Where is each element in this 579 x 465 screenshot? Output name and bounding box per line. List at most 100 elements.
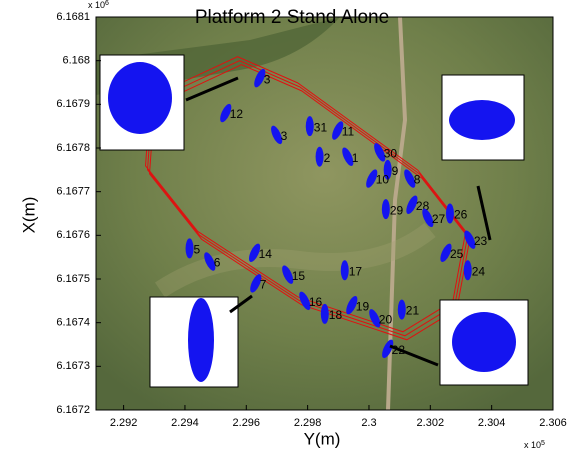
y-tick-label: 6.1672 xyxy=(56,404,90,416)
plot-frame xyxy=(95,16,554,411)
y-tick-label: 6.1675 xyxy=(56,273,90,285)
x-axis-label: Y(m) xyxy=(304,429,341,448)
point-label: 20 xyxy=(379,312,393,326)
y-scale-power: 6 xyxy=(105,0,109,7)
x-tick-label: 2.292 xyxy=(110,417,138,429)
y-tick-label: 6.1681 xyxy=(56,11,90,23)
arrow xyxy=(185,76,239,102)
point-label: 12 xyxy=(230,107,244,121)
y-tick-label: 6.1674 xyxy=(56,317,90,329)
point-cloud xyxy=(346,295,358,315)
point-cloud xyxy=(320,303,329,324)
point-cloud xyxy=(445,203,454,224)
x-tick-label: 2.3 xyxy=(361,417,376,429)
inset-cloud xyxy=(108,62,172,134)
trajectory xyxy=(145,56,467,333)
insets xyxy=(99,54,529,388)
point-label: 3 xyxy=(264,72,271,86)
y-tick-label: 6.1676 xyxy=(56,229,90,241)
point-cloud xyxy=(332,121,344,140)
point-cloud xyxy=(397,299,406,320)
point-label: 29 xyxy=(390,203,404,217)
chart-title: Platform 2 Stand Alone xyxy=(195,7,389,28)
map-feature xyxy=(155,222,436,298)
arrow xyxy=(229,294,253,314)
point-label: 14 xyxy=(259,247,273,261)
point-label: 5 xyxy=(194,243,201,257)
point-cloud xyxy=(185,238,194,259)
point-cloud xyxy=(463,260,472,281)
point-cloud xyxy=(383,159,392,180)
point-cloud xyxy=(342,147,354,166)
y-tick-label: 6.168 xyxy=(62,55,90,67)
point-cloud xyxy=(254,68,266,88)
point-cloud xyxy=(369,309,381,328)
x-scale-label: x 105 xyxy=(524,440,545,451)
point-cloud xyxy=(315,146,324,167)
point-label: 27 xyxy=(432,212,446,226)
point-cloud xyxy=(340,260,349,281)
point-cloud xyxy=(464,230,476,249)
x-tick-label: 2.298 xyxy=(294,417,322,429)
point-label: 26 xyxy=(454,208,468,222)
point-label: 16 xyxy=(309,295,323,309)
point-label: 31 xyxy=(314,120,328,134)
point-label: 1 xyxy=(352,151,359,165)
trajectory xyxy=(147,60,469,337)
point-label: 18 xyxy=(329,308,343,322)
point-cloud xyxy=(374,143,386,162)
x-tick-label: 2.294 xyxy=(171,417,199,429)
point-cloud xyxy=(282,265,294,284)
y-tick-label: 6.1677 xyxy=(56,186,90,198)
y-scale-label: x 106 xyxy=(88,0,109,10)
inset-cloud xyxy=(452,312,516,372)
point-label: 30 xyxy=(384,147,398,161)
point-cloud xyxy=(271,125,283,145)
point-label: 21 xyxy=(406,304,420,318)
x-tick-label: 2.296 xyxy=(233,417,261,429)
y-tick-label: 6.1673 xyxy=(56,360,90,372)
point-label: 9 xyxy=(392,164,399,178)
y-axis-label: X(m) xyxy=(19,197,38,234)
point-cloud xyxy=(250,274,262,293)
point-label: 8 xyxy=(414,173,421,187)
point-cloud xyxy=(220,103,232,123)
point-cloud xyxy=(249,243,261,263)
point-cloud xyxy=(204,252,216,271)
point-cloud xyxy=(299,291,311,311)
x-scale-power: 5 xyxy=(541,440,545,447)
point-label: 11 xyxy=(342,125,355,139)
point-label: 25 xyxy=(450,247,464,261)
x-tick-label: 2.304 xyxy=(478,417,506,429)
arrow xyxy=(389,344,439,367)
point-label: 6 xyxy=(214,256,221,270)
point-cloud xyxy=(381,199,390,220)
trajectory xyxy=(149,64,471,341)
point-label: 24 xyxy=(472,264,486,278)
point-cloud xyxy=(305,116,314,137)
x-tick-label: 2.306 xyxy=(539,417,567,429)
point-label: 17 xyxy=(349,264,363,278)
y-tick-label: 6.1679 xyxy=(56,98,90,110)
y-tick-label: 6.1678 xyxy=(56,142,90,154)
point-cloud xyxy=(406,195,418,214)
point-cloud xyxy=(404,169,416,188)
point-label: 10 xyxy=(376,173,390,187)
point-cloud xyxy=(382,339,394,359)
point-cloud xyxy=(366,169,378,188)
inset-cloud xyxy=(188,298,214,382)
point-cloud xyxy=(440,243,452,263)
point-label: 15 xyxy=(292,269,306,283)
point-cloud xyxy=(422,208,434,228)
point-label: 19 xyxy=(356,299,370,313)
arrow xyxy=(476,185,492,241)
x-tick-label: 2.302 xyxy=(417,417,445,429)
inset-cloud xyxy=(449,100,515,140)
point-label: 2 xyxy=(324,151,331,165)
x-scale-base: x 10 xyxy=(524,440,541,450)
point-label: 23 xyxy=(474,234,488,248)
y-scale-base: x 10 xyxy=(88,0,105,10)
point-label: 3 xyxy=(281,129,288,143)
